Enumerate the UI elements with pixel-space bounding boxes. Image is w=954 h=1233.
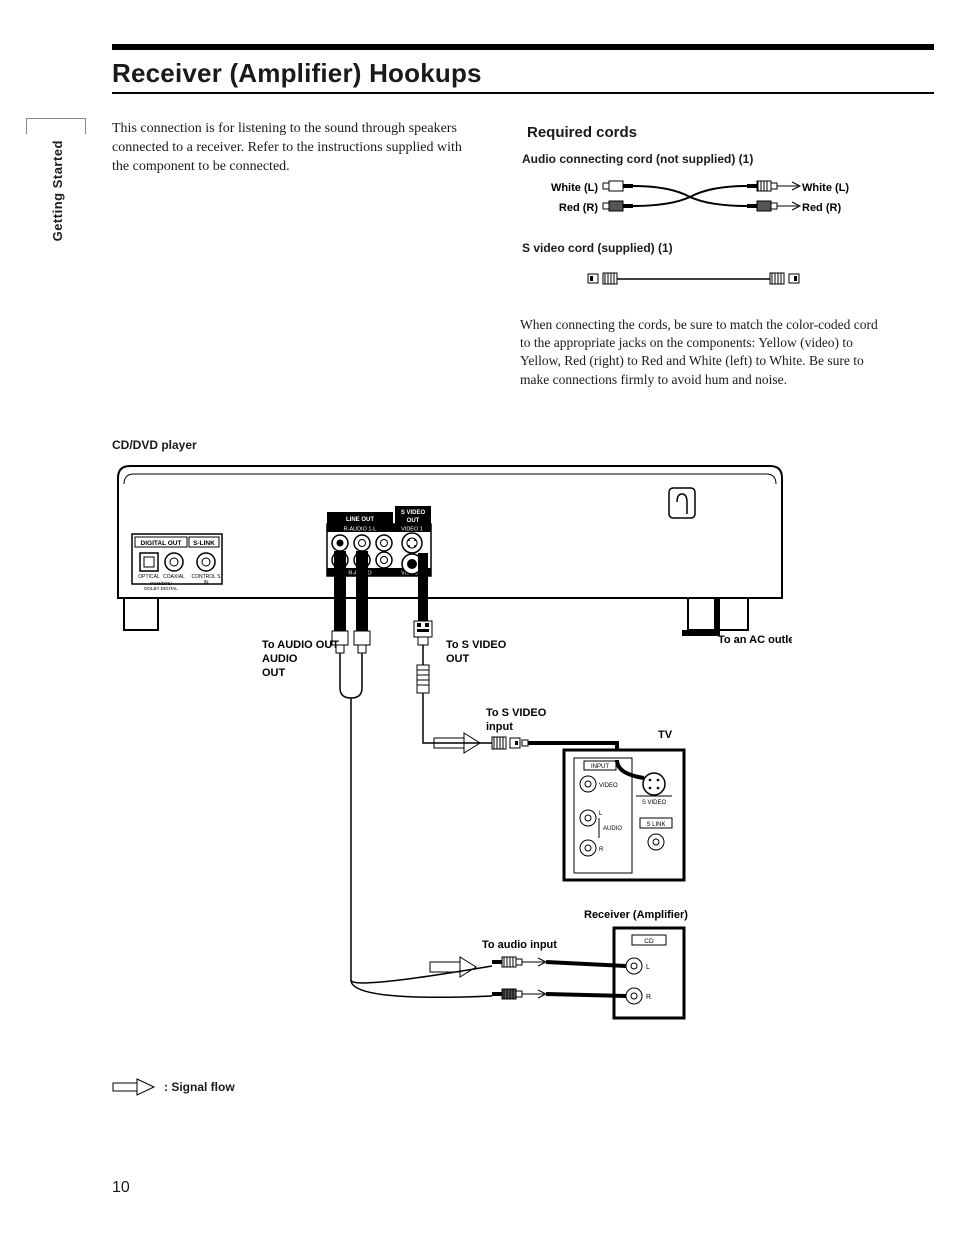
white-l-label-right: White (L) [802,182,849,194]
top-rule [112,44,934,50]
svg-text:OUT: OUT [262,667,286,679]
hookup-diagram: DIGITAL OUT S-LINK OPTICAL COAXIAL PCM/D… [112,458,792,1088]
lineout-label: LINE OUT [346,517,374,523]
video-jack-label: VIDEO [599,783,618,789]
tv-box: TV INPUT VIDEO L AUDIO R S VIDEO S LINK [564,729,684,880]
svideo-plug-left [588,273,617,284]
signal-flow-text: : Signal flow [164,1080,235,1094]
dolby-label: DOLBY DIGITAL [144,586,178,591]
signal-flow-legend: : Signal flow [112,1078,235,1096]
slink-label: S-LINK [193,540,215,547]
signal-flow-arrow-audio [430,957,476,977]
to-audio-input-label: To audio input [482,939,557,951]
to-svideo-input-label: To S VIDEO [486,707,547,719]
input-label: INPUT [591,764,609,770]
svg-text:OUT: OUT [446,653,470,665]
svideo-jack-label: S VIDEO [642,800,667,806]
to-ac-label: To an AC outlet [718,634,792,646]
optical-label: OPTICAL [138,574,160,580]
side-section-label: Getting Started [50,140,65,241]
title-rule [112,92,934,94]
video1-label: VIDEO 1 [401,527,423,533]
out-top-label: OUT [407,518,420,524]
in-label: IN [204,580,209,586]
plug-red-right [747,201,800,211]
page-title: Receiver (Amplifier) Hookups [112,58,482,89]
raudio1-label: R-AUDIO 1-L [344,527,377,533]
intro-paragraph: This connection is for listening to the … [112,120,462,177]
audio-cord-subheading: Audio connecting cord (not supplied) (1) [522,152,753,166]
red-r-label-left: Red (R) [559,202,598,214]
coaxial-label: COAXIAL [163,574,185,580]
page-number: 10 [112,1179,130,1197]
slink-tv-label: S LINK [646,822,665,828]
cd-dvd-label: CD/DVD player [112,438,197,452]
side-tab [26,118,86,134]
to-svideo-out-label: To S VIDEO [446,639,507,651]
cd-label: CD [644,938,654,945]
audio-cord-diagram: White (L) Red (R) White (L) Red (R) [540,175,870,225]
plug-white-left [603,181,633,191]
tv-label: TV [658,729,673,741]
svideo-top-label: S VIDEO [401,510,426,516]
r-label: R [599,847,604,853]
recv-l-label: L [646,964,650,971]
receiver-label: Receiver (Amplifier) [584,909,688,921]
connection-note: When connecting the cords, be sure to ma… [520,316,882,389]
audio-jack-label: AUDIO [603,826,622,832]
to-audio-out-label: To AUDIO OUT [262,639,339,651]
red-r-label-right: Red (R) [802,202,841,214]
svideo-plug-right [770,273,799,284]
svg-text:input: input [486,721,513,733]
required-cords-heading: Required cords [527,124,637,141]
recv-r-label: R [646,994,651,1001]
player-chassis [118,466,782,630]
white-l-label-left: White (L) [551,182,598,194]
plug-red-left [603,201,633,211]
svideo-cord-diagram [540,265,870,295]
svg-text:AUDIO: AUDIO [262,653,298,665]
plug-white-right [747,181,800,191]
digital-out-label: DIGITAL OUT [141,540,182,547]
signal-flow-icon [112,1078,156,1096]
svideo-cord-subheading: S video cord (supplied) (1) [522,241,673,255]
